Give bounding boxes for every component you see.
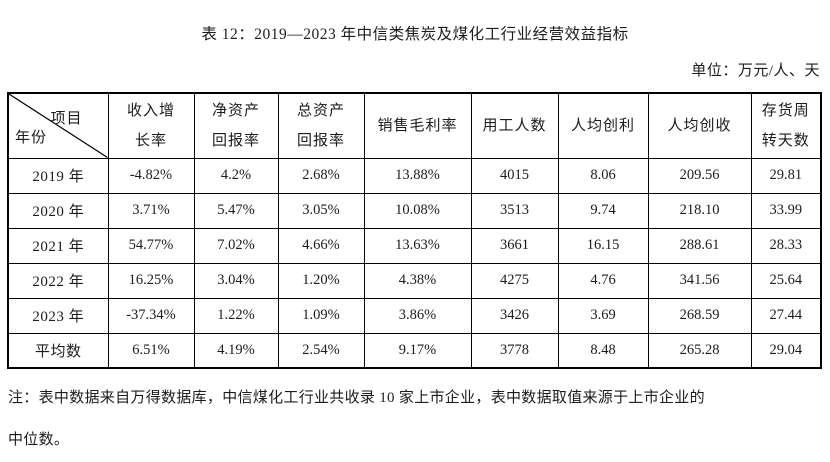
table-row: 2019 年 -4.82% 4.2% 2.68% 13.88% 4015 8.06 209.5… [7,157,822,194]
row-label: 平均数 [7,332,109,369]
value-cell: 29.81 [750,157,822,194]
value-cell: 6.51% [107,332,195,369]
table-title: 表 12：2019—2023 年中信类焦炭及煤化工行业经营效益指标 [201,26,629,43]
value-cell: 4.2% [193,157,279,194]
value-cell: 2.54% [277,332,365,369]
value-cell: 265.28 [647,332,752,369]
value-cell: 9.17% [363,332,472,369]
value-cell: 2.68% [277,157,365,194]
row-label: 2019 年 [7,157,109,194]
value-cell: 29.04 [750,332,822,369]
value-cell: 4.76 [557,262,649,299]
corner-cell: 项目 年份 [7,92,109,159]
table-row: 2023 年 -37.34% 1.22% 1.09% 3.86% 3426 3.69 268.… [7,297,822,334]
value-cell: 4275 [470,262,559,299]
value-cell: 3426 [470,297,559,334]
value-cell: 3778 [470,332,559,369]
value-cell: 1.22% [193,297,279,334]
value-cell: 218.10 [647,192,752,229]
table-row-average: 平均数 6.51% 4.19% 2.54% 9.17% 3778 8.48 265.28 29.… [7,332,822,369]
row-label: 2022 年 [7,262,109,299]
value-cell: 268.59 [647,297,752,334]
value-cell: 8.48 [557,332,649,369]
value-cell: 1.20% [277,262,365,299]
footnote-line-2: 中位数。 [8,432,70,448]
table-row: 2020 年 3.71% 5.47% 3.05% 10.08% 3513 9.74 218.1… [7,192,822,229]
value-cell: 3661 [470,227,559,264]
value-cell: 27.44 [750,297,822,334]
value-cell: 7.02% [193,227,279,264]
value-cell: 9.74 [557,192,649,229]
value-cell: 3.04% [193,262,279,299]
value-cell: 288.61 [647,227,752,264]
footnote-line-1: 注：表中数据来自万得数据库，中信煤化工行业共收录 10 家上市企业，表中数据取值… [8,390,705,406]
value-cell: -4.82% [107,157,195,194]
value-cell: 28.33 [750,227,822,264]
value-cell: 16.25% [107,262,195,299]
unit-label: 单位：万元/人、天 [691,63,820,79]
value-cell: 4.19% [193,332,279,369]
header-row: 项目 年份 收入增 长率 净资产 回报率 总资产 回报率 销售毛利率 用工人数 人均创利 人均创收… [7,92,822,159]
row-label: 2021 年 [7,227,109,264]
value-cell: 13.63% [363,227,472,264]
table-row: 2021 年 54.77% 7.02% 4.66% 13.63% 3661 16.15 288… [7,227,822,264]
value-cell: 10.08% [363,192,472,229]
value-cell: -37.34% [107,297,195,334]
col-header-gross-sales-margin: 销售毛利率 [363,92,472,159]
col-header-profit-per-capita: 人均创利 [557,92,649,159]
value-cell: 3513 [470,192,559,229]
col-header-income-growth-rate: 收入增 长率 [107,92,195,159]
col-header-employee-count: 用工人数 [470,92,559,159]
corner-label-year: 年份 [15,129,48,146]
table-body: 2019 年 -4.82% 4.2% 2.68% 13.88% 4015 8.06 209.5… [7,157,822,369]
value-cell: 5.47% [193,192,279,229]
value-cell: 3.05% [277,192,365,229]
value-cell: 33.99 [750,192,822,229]
diagonal-line-icon [9,94,108,158]
col-header-total-asset-return-rate: 总资产 回报率 [277,92,365,159]
row-label: 2023 年 [7,297,109,334]
value-cell: 3.86% [363,297,472,334]
value-cell: 4.66% [277,227,365,264]
value-cell: 13.88% [363,157,472,194]
value-cell: 16.15 [557,227,649,264]
value-cell: 3.69 [557,297,649,334]
value-cell: 54.77% [107,227,195,264]
col-header-net-asset-return-rate: 净资产 回报率 [193,92,279,159]
footnote: 注：表中数据来自万得数据库，中信煤化工行业共收录 10 家上市企业，表中数据取值… [8,388,822,450]
col-header-revenue-per-capita: 人均创收 [647,92,752,159]
value-cell: 25.64 [750,262,822,299]
value-cell: 1.09% [277,297,365,334]
value-cell: 3.71% [107,192,195,229]
value-cell: 8.06 [557,157,649,194]
value-cell: 341.56 [647,262,752,299]
value-cell: 209.56 [647,157,752,194]
row-label: 2020 年 [7,192,109,229]
indicator-table: 项目 年份 收入增 长率 净资产 回报率 总资产 回报率 销售毛利率 用工人数 人均创利 人均创收… [7,92,822,369]
value-cell: 4015 [470,157,559,194]
table-row: 2022 年 16.25% 3.04% 1.20% 4.38% 4275 4.76 341.5… [7,262,822,299]
value-cell: 4.38% [363,262,472,299]
col-header-inventory-turnover-days: 存货周 转天数 [750,92,822,159]
corner-label-project: 项目 [50,111,83,127]
